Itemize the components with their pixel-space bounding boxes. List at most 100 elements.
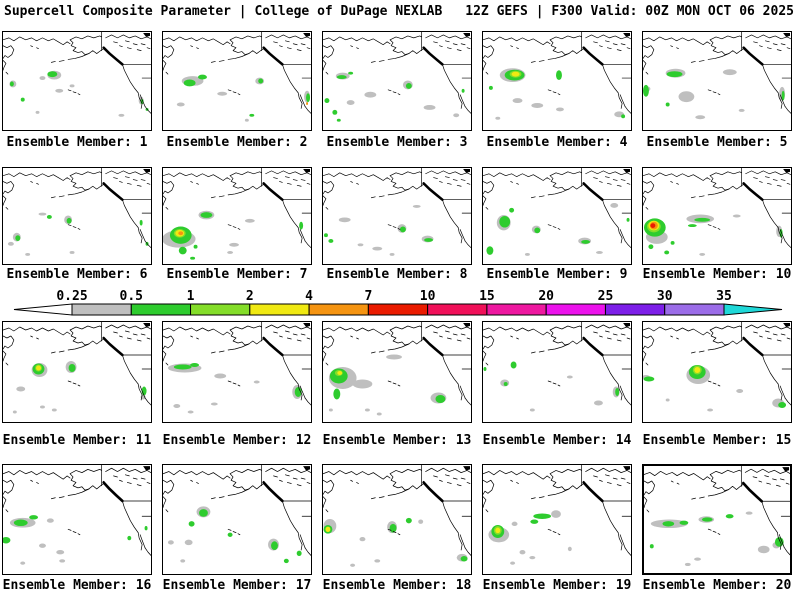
colorbar-tick-label: 7: [364, 289, 372, 304]
colorbar-tick-label: 15: [479, 289, 495, 304]
ensemble-panel-15: Ensemble Member: 15: [642, 321, 792, 448]
scp-blob: [738, 108, 745, 112]
scp-blob: [249, 113, 255, 117]
scp-blob: [509, 207, 515, 213]
scp-blob: [745, 511, 753, 515]
scp-blob: [25, 252, 31, 256]
scp-blob: [227, 532, 233, 537]
scp-blob: [46, 518, 54, 523]
scp-blob: [20, 561, 26, 565]
scp-blob: [118, 113, 125, 117]
scp-blob: [389, 252, 395, 256]
panel-row-2: Ensemble Member: 6 Ensemble Member: 7 Ense…: [2, 167, 792, 282]
scp-blob: [359, 536, 366, 542]
scp-blob: [512, 98, 523, 104]
scp-blob: [296, 550, 302, 557]
panel-label: Ensemble Member: 5: [646, 135, 788, 150]
scp-blob: [732, 214, 741, 218]
colorbar-tick-label: 0.25: [56, 289, 87, 304]
scp-blob: [694, 217, 711, 222]
ensemble-panel-12: Ensemble Member: 12: [162, 321, 312, 448]
scp-blob: [190, 256, 196, 260]
scp-blob: [418, 519, 424, 524]
panel-label: Ensemble Member: 1: [6, 135, 148, 150]
scp-blob: [594, 400, 603, 406]
scp-blob: [529, 556, 536, 560]
scp-blob: [483, 367, 487, 371]
pacific-map: [482, 31, 632, 131]
scp-blob: [167, 540, 174, 545]
scp-blob: [9, 81, 14, 87]
scp-blob: [229, 242, 239, 247]
colorbar-segment: [545, 303, 606, 316]
scp-blob: [626, 217, 630, 222]
scp-blob: [665, 398, 670, 402]
scp-blob: [346, 100, 355, 106]
ensemble-panel-3: Ensemble Member: 3: [322, 31, 472, 150]
scp-blob: [210, 402, 218, 406]
panel-label: Ensemble Member: 16: [2, 578, 152, 593]
scp-blob: [333, 388, 341, 400]
scp-blob: [199, 509, 208, 517]
pacific-map: [642, 464, 792, 575]
scp-blob: [184, 539, 193, 546]
scp-blob: [405, 517, 412, 524]
scp-blob: [503, 382, 508, 386]
scp-blob: [13, 519, 28, 527]
header: Supercell Composite Parameter | College …: [4, 4, 794, 19]
scp-blob: [533, 513, 552, 519]
scp-blob: [178, 246, 187, 255]
scp-blob: [423, 105, 436, 110]
pacific-map: [2, 167, 152, 265]
scp-blob: [190, 363, 200, 367]
scp-blob: [424, 238, 434, 242]
scp-blob: [338, 217, 351, 223]
colorbar-segment: [71, 303, 132, 316]
ensemble-panel-8: Ensemble Member: 8: [322, 167, 472, 282]
scp-blob: [299, 221, 304, 230]
ensemble-panel-2: Ensemble Member: 2: [162, 31, 312, 150]
panel-label: Ensemble Member: 2: [166, 135, 308, 150]
scp-blob: [510, 561, 516, 565]
colorbar-segment: [190, 303, 251, 316]
scp-blob: [364, 408, 370, 412]
colorbar-segment: [664, 303, 725, 316]
colorbar-tick-label: 1: [187, 289, 195, 304]
scp-blob: [725, 514, 734, 519]
colorbar-tick-label: 35: [716, 289, 732, 304]
scp-blob: [435, 395, 446, 403]
pacific-map: [642, 167, 792, 265]
scp-blob: [621, 114, 626, 119]
ensemble-panel-16: Ensemble Member: 16: [2, 464, 152, 593]
scp-blob: [519, 550, 526, 555]
colorbar-tick-label: 10: [420, 289, 436, 304]
scp-blob: [55, 88, 64, 93]
scp-blob: [581, 240, 591, 244]
scp-blob: [374, 559, 381, 563]
scp-blob: [399, 226, 406, 233]
run-valid-time: 12Z GEFS | F300 Valid: 00Z MON OCT 06 20…: [465, 4, 794, 19]
pacific-map: [482, 167, 632, 265]
scp-blob: [531, 103, 544, 108]
scp-blob: [283, 558, 289, 564]
scp-blob: [271, 541, 278, 551]
scp-blob: [670, 240, 675, 245]
pacific-map: [482, 464, 632, 575]
pacific-map: [2, 321, 152, 423]
scp-blob: [69, 251, 75, 254]
scp-blob: [412, 204, 421, 208]
ensemble-panel-18: Ensemble Member: 18: [322, 464, 472, 593]
panel-label: Ensemble Member: 3: [326, 135, 468, 150]
scp-blob: [778, 402, 787, 408]
scp-blob: [453, 113, 460, 118]
ensemble-panel-1: Ensemble Member: 1: [2, 31, 152, 150]
scp-colorbar: 0.25 0.5 1 2 4 7 10 15 20 25 30 35: [13, 289, 783, 316]
scp-blob: [649, 544, 654, 549]
scp-blob: [244, 218, 255, 223]
scp-blob: [183, 79, 196, 87]
scp-blob: [357, 243, 364, 247]
pacific-map: [162, 31, 312, 131]
scp-blob: [7, 241, 14, 246]
scp-blob: [66, 217, 72, 224]
scp-blob: [332, 109, 338, 115]
